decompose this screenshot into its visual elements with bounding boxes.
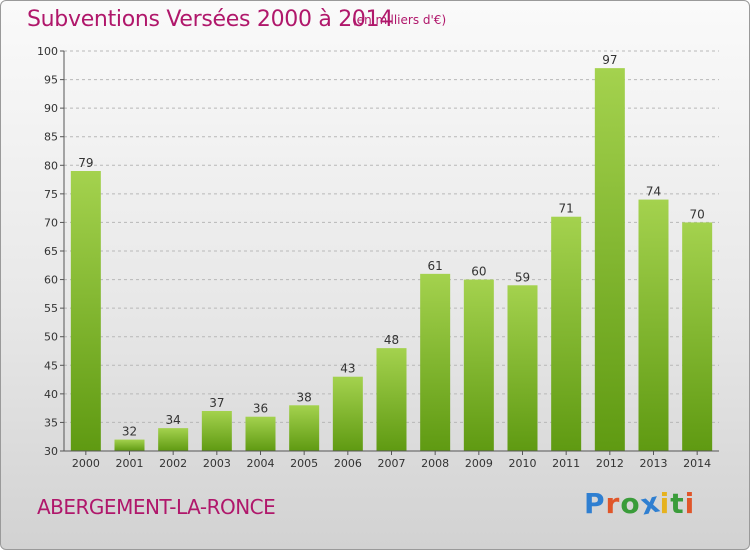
y-tick-label: 100 bbox=[37, 45, 58, 58]
y-tick-label: 75 bbox=[44, 188, 58, 201]
x-tick-label: 2004 bbox=[247, 457, 275, 470]
proxiti-logo: Proxiti bbox=[584, 485, 696, 521]
logo-letter: r bbox=[605, 487, 621, 520]
logo-letter: i bbox=[659, 487, 671, 520]
y-tick-label: 90 bbox=[44, 102, 58, 115]
grid-lines bbox=[64, 50, 719, 452]
town-name: ABERGEMENT-LA-RONCE bbox=[37, 495, 276, 519]
value-label: 37 bbox=[209, 396, 224, 410]
x-tick-label: 2005 bbox=[290, 457, 318, 470]
value-label: 74 bbox=[646, 185, 661, 199]
bar-2000 bbox=[70, 171, 101, 451]
y-tick-label: 30 bbox=[44, 445, 58, 458]
bar-2005 bbox=[289, 405, 320, 451]
x-tick-label: 2003 bbox=[203, 457, 231, 470]
bar-2002 bbox=[158, 428, 189, 451]
y-tick-label: 95 bbox=[44, 74, 58, 87]
value-label: 59 bbox=[515, 270, 530, 284]
logo-letter: o bbox=[620, 487, 641, 520]
bar-2009 bbox=[463, 279, 494, 451]
y-tick-label: 70 bbox=[44, 216, 58, 229]
axes bbox=[60, 50, 719, 455]
y-tick-label: 55 bbox=[44, 302, 58, 315]
y-tick-label: 40 bbox=[44, 388, 58, 401]
x-tick-label: 2001 bbox=[116, 457, 144, 470]
bar-2014 bbox=[682, 222, 713, 451]
bars bbox=[70, 68, 713, 452]
logo-letter: t bbox=[670, 487, 685, 520]
value-label: 48 bbox=[384, 333, 399, 347]
value-label: 36 bbox=[253, 402, 268, 416]
x-tick-label: 2000 bbox=[72, 457, 100, 470]
value-label: 71 bbox=[559, 202, 574, 216]
bar-2008 bbox=[420, 273, 451, 451]
value-label: 43 bbox=[340, 362, 355, 376]
y-tick-label: 50 bbox=[44, 331, 58, 344]
x-tick-label: 2010 bbox=[509, 457, 537, 470]
y-tick-label: 35 bbox=[44, 416, 58, 429]
value-label: 60 bbox=[471, 265, 486, 279]
labels: 30 35 40 45 50 55 60 65 70 75 80 85 90 95 100 79 2000 32 2… bbox=[37, 45, 711, 470]
x-tick-label: 2011 bbox=[552, 457, 580, 470]
logo-letter: P bbox=[584, 487, 606, 520]
value-label: 38 bbox=[297, 390, 312, 404]
logo-letter: i bbox=[684, 487, 696, 520]
bar-2004 bbox=[245, 416, 276, 451]
x-tick-label: 2008 bbox=[421, 457, 449, 470]
bar-2010 bbox=[507, 285, 538, 451]
y-tick-label: 65 bbox=[44, 245, 58, 258]
x-tick-label: 2014 bbox=[683, 457, 711, 470]
bar-2001 bbox=[114, 439, 145, 451]
value-label: 32 bbox=[122, 425, 137, 439]
value-label: 70 bbox=[690, 207, 705, 221]
bar-2013 bbox=[638, 199, 669, 451]
y-tick-label: 80 bbox=[44, 159, 58, 172]
value-label: 79 bbox=[78, 156, 93, 170]
value-label: 34 bbox=[166, 413, 181, 427]
y-tick-label: 60 bbox=[44, 274, 58, 287]
y-tick-label: 45 bbox=[44, 359, 58, 372]
bar-2011 bbox=[551, 216, 582, 451]
x-tick-label: 2007 bbox=[378, 457, 406, 470]
x-tick-label: 2012 bbox=[596, 457, 624, 470]
bar-2006 bbox=[332, 376, 363, 451]
x-tick-label: 2002 bbox=[159, 457, 187, 470]
x-tick-label: 2013 bbox=[640, 457, 668, 470]
bar-2003 bbox=[201, 411, 232, 451]
bar-2012 bbox=[594, 68, 625, 452]
y-tick-label: 85 bbox=[44, 131, 58, 144]
chart-subtitle: (en milliers d'€) bbox=[352, 13, 447, 27]
x-tick-label: 2009 bbox=[465, 457, 493, 470]
value-label: 97 bbox=[602, 53, 617, 67]
bar-2007 bbox=[376, 348, 407, 451]
x-tick-label: 2006 bbox=[334, 457, 362, 470]
chart-title: Subventions Versées 2000 à 2014 bbox=[27, 7, 394, 32]
value-label: 61 bbox=[428, 259, 443, 273]
